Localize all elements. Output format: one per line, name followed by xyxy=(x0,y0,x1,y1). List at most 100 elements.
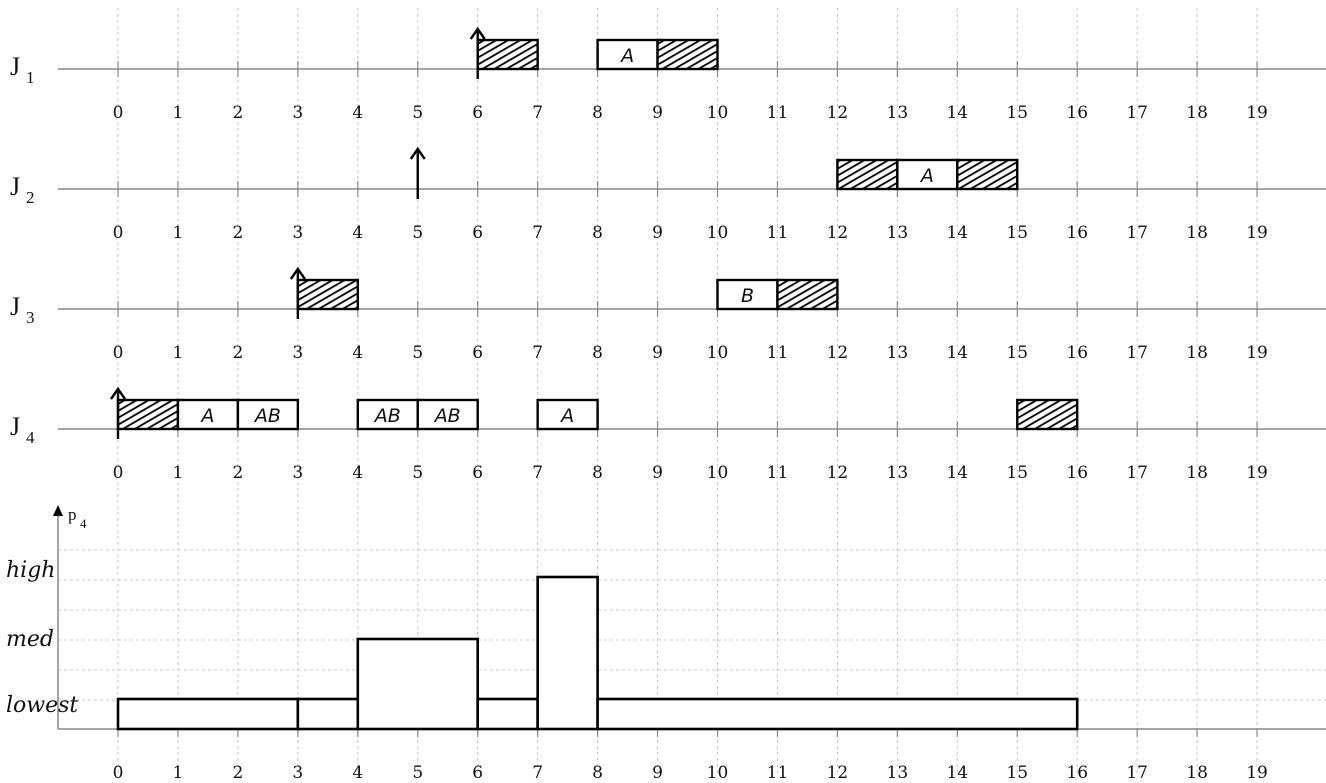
execution-block xyxy=(896,158,959,191)
job-label: J xyxy=(10,172,20,201)
tick-label: 5 xyxy=(412,763,423,783)
tick-label: 1 xyxy=(173,103,184,123)
tick-label: 15 xyxy=(1006,343,1028,363)
execution-block-hatched xyxy=(296,278,360,311)
tick-label: 2 xyxy=(232,763,243,783)
tick-label: 5 xyxy=(412,103,423,123)
tick-label: 19 xyxy=(1246,763,1268,783)
tick-label: 5 xyxy=(412,343,423,363)
job-label: J xyxy=(10,412,20,441)
tick-label: 8 xyxy=(592,763,603,783)
tick-label: 1 xyxy=(173,463,184,483)
tick-label: 15 xyxy=(1006,223,1028,243)
tick-label: 18 xyxy=(1186,463,1208,483)
tick-label: 13 xyxy=(887,463,909,483)
tick-label: 17 xyxy=(1126,463,1148,483)
tick-label: 19 xyxy=(1246,463,1268,483)
tick-label: 18 xyxy=(1186,223,1208,243)
tick-label: 6 xyxy=(472,103,483,123)
job-row-1: 0 1 2 3 4 5 6 7 8 9 10 11 12 13 14 15 16 17 18 19J 1A xyxy=(10,26,1326,123)
job-label: J xyxy=(10,292,20,321)
tick-label: 18 xyxy=(1186,763,1208,783)
tick-label: 7 xyxy=(532,103,543,123)
execution-block-hatched xyxy=(956,158,1019,191)
tick-label: 17 xyxy=(1126,343,1148,363)
block-label: B xyxy=(741,285,754,307)
priority-step-bar xyxy=(296,697,360,731)
priority-step-bar xyxy=(116,697,300,731)
job-row-3: 0 1 2 3 4 5 6 7 8 9 10 11 12 13 14 15 16 17 18 19J 3B xyxy=(10,266,1326,363)
tick-label: 4 xyxy=(352,223,363,243)
priority-level-label: lowest xyxy=(6,693,78,718)
execution-block xyxy=(716,278,779,311)
tick-label: 14 xyxy=(946,103,968,123)
tick-label: 13 xyxy=(887,343,909,363)
tick-label: 4 xyxy=(352,463,363,483)
tick-label: 14 xyxy=(946,343,968,363)
tick-label: 5 xyxy=(412,463,423,483)
tick-label: 3 xyxy=(292,463,303,483)
arrival-arrow-icon xyxy=(110,386,126,439)
tick-label: 10 xyxy=(707,763,729,783)
axis-arrow-icon xyxy=(53,505,63,516)
priority-chart: p 40 1 2 3 4 5 6 7 8 9 10 11 12 13 14 15 16 17 18 19lowestme… xyxy=(6,505,1326,783)
tick-label: 9 xyxy=(652,223,663,243)
tick-label: 14 xyxy=(946,223,968,243)
tick-label: 17 xyxy=(1126,763,1148,783)
execution-block xyxy=(236,398,300,431)
tick-label: 8 xyxy=(592,103,603,123)
tick-label: 8 xyxy=(592,343,603,363)
tick-label: 5 xyxy=(412,223,423,243)
tick-label: 7 xyxy=(532,763,543,783)
tick-label: 19 xyxy=(1246,103,1268,123)
tick-label: 0 xyxy=(113,463,124,483)
tick-label: 6 xyxy=(472,343,483,363)
tick-label: 8 xyxy=(592,223,603,243)
execution-block xyxy=(596,38,659,71)
execution-block-hatched xyxy=(656,38,719,71)
tick-label: 16 xyxy=(1066,223,1088,243)
tick-label: 0 xyxy=(113,343,124,363)
tick-label: 12 xyxy=(827,343,849,363)
tick-label: 1 xyxy=(173,223,184,243)
tick-label: 7 xyxy=(532,343,543,363)
tick-label: 0 xyxy=(113,763,124,783)
tick-label: 11 xyxy=(767,763,789,783)
tick-label: 6 xyxy=(472,463,483,483)
tick-label: 11 xyxy=(767,103,789,123)
execution-block-hatched xyxy=(836,158,899,191)
tick-label: 12 xyxy=(827,223,849,243)
priority-step-bar xyxy=(356,637,479,731)
execution-block-hatched xyxy=(116,398,180,431)
priority-step-bar xyxy=(536,575,599,731)
job-timelines: 0 1 2 3 4 5 6 7 8 9 10 11 12 13 14 15 16 17 18 19J 1A0 1 2 3 4 5 6… xyxy=(10,26,1326,483)
job-row-2: 0 1 2 3 4 5 6 7 8 9 10 11 12 13 14 15 16 17 18 19J 2A xyxy=(10,146,1326,243)
tick-label: 18 xyxy=(1186,103,1208,123)
tick-label: 15 xyxy=(1006,463,1028,483)
tick-label: 16 xyxy=(1066,103,1088,123)
tick-label: 3 xyxy=(292,223,303,243)
tick-label: 3 xyxy=(292,103,303,123)
execution-block-hatched xyxy=(1016,398,1079,431)
tick-label: 19 xyxy=(1246,223,1268,243)
tick-label: 1 xyxy=(173,763,184,783)
block-label: A xyxy=(199,405,214,427)
tick-label: 13 xyxy=(887,223,909,243)
tick-label: 15 xyxy=(1006,103,1028,123)
block-label: AB xyxy=(373,405,401,427)
tick-label: 14 xyxy=(946,463,968,483)
job-label-subscript: 4 xyxy=(26,428,35,447)
priority-axis-subscript: 4 xyxy=(80,516,87,531)
tick-label: 0 xyxy=(113,223,124,243)
block-label: AB xyxy=(433,405,461,427)
priority-level-label: high xyxy=(6,558,55,583)
tick-label: 10 xyxy=(707,343,729,363)
execution-block-hatched xyxy=(476,38,539,71)
job-label: J xyxy=(10,52,20,81)
tick-label: 9 xyxy=(652,103,663,123)
tick-label: 3 xyxy=(292,763,303,783)
job-label-subscript: 3 xyxy=(26,308,35,327)
execution-block-hatched xyxy=(776,278,839,311)
tick-label: 4 xyxy=(352,343,363,363)
